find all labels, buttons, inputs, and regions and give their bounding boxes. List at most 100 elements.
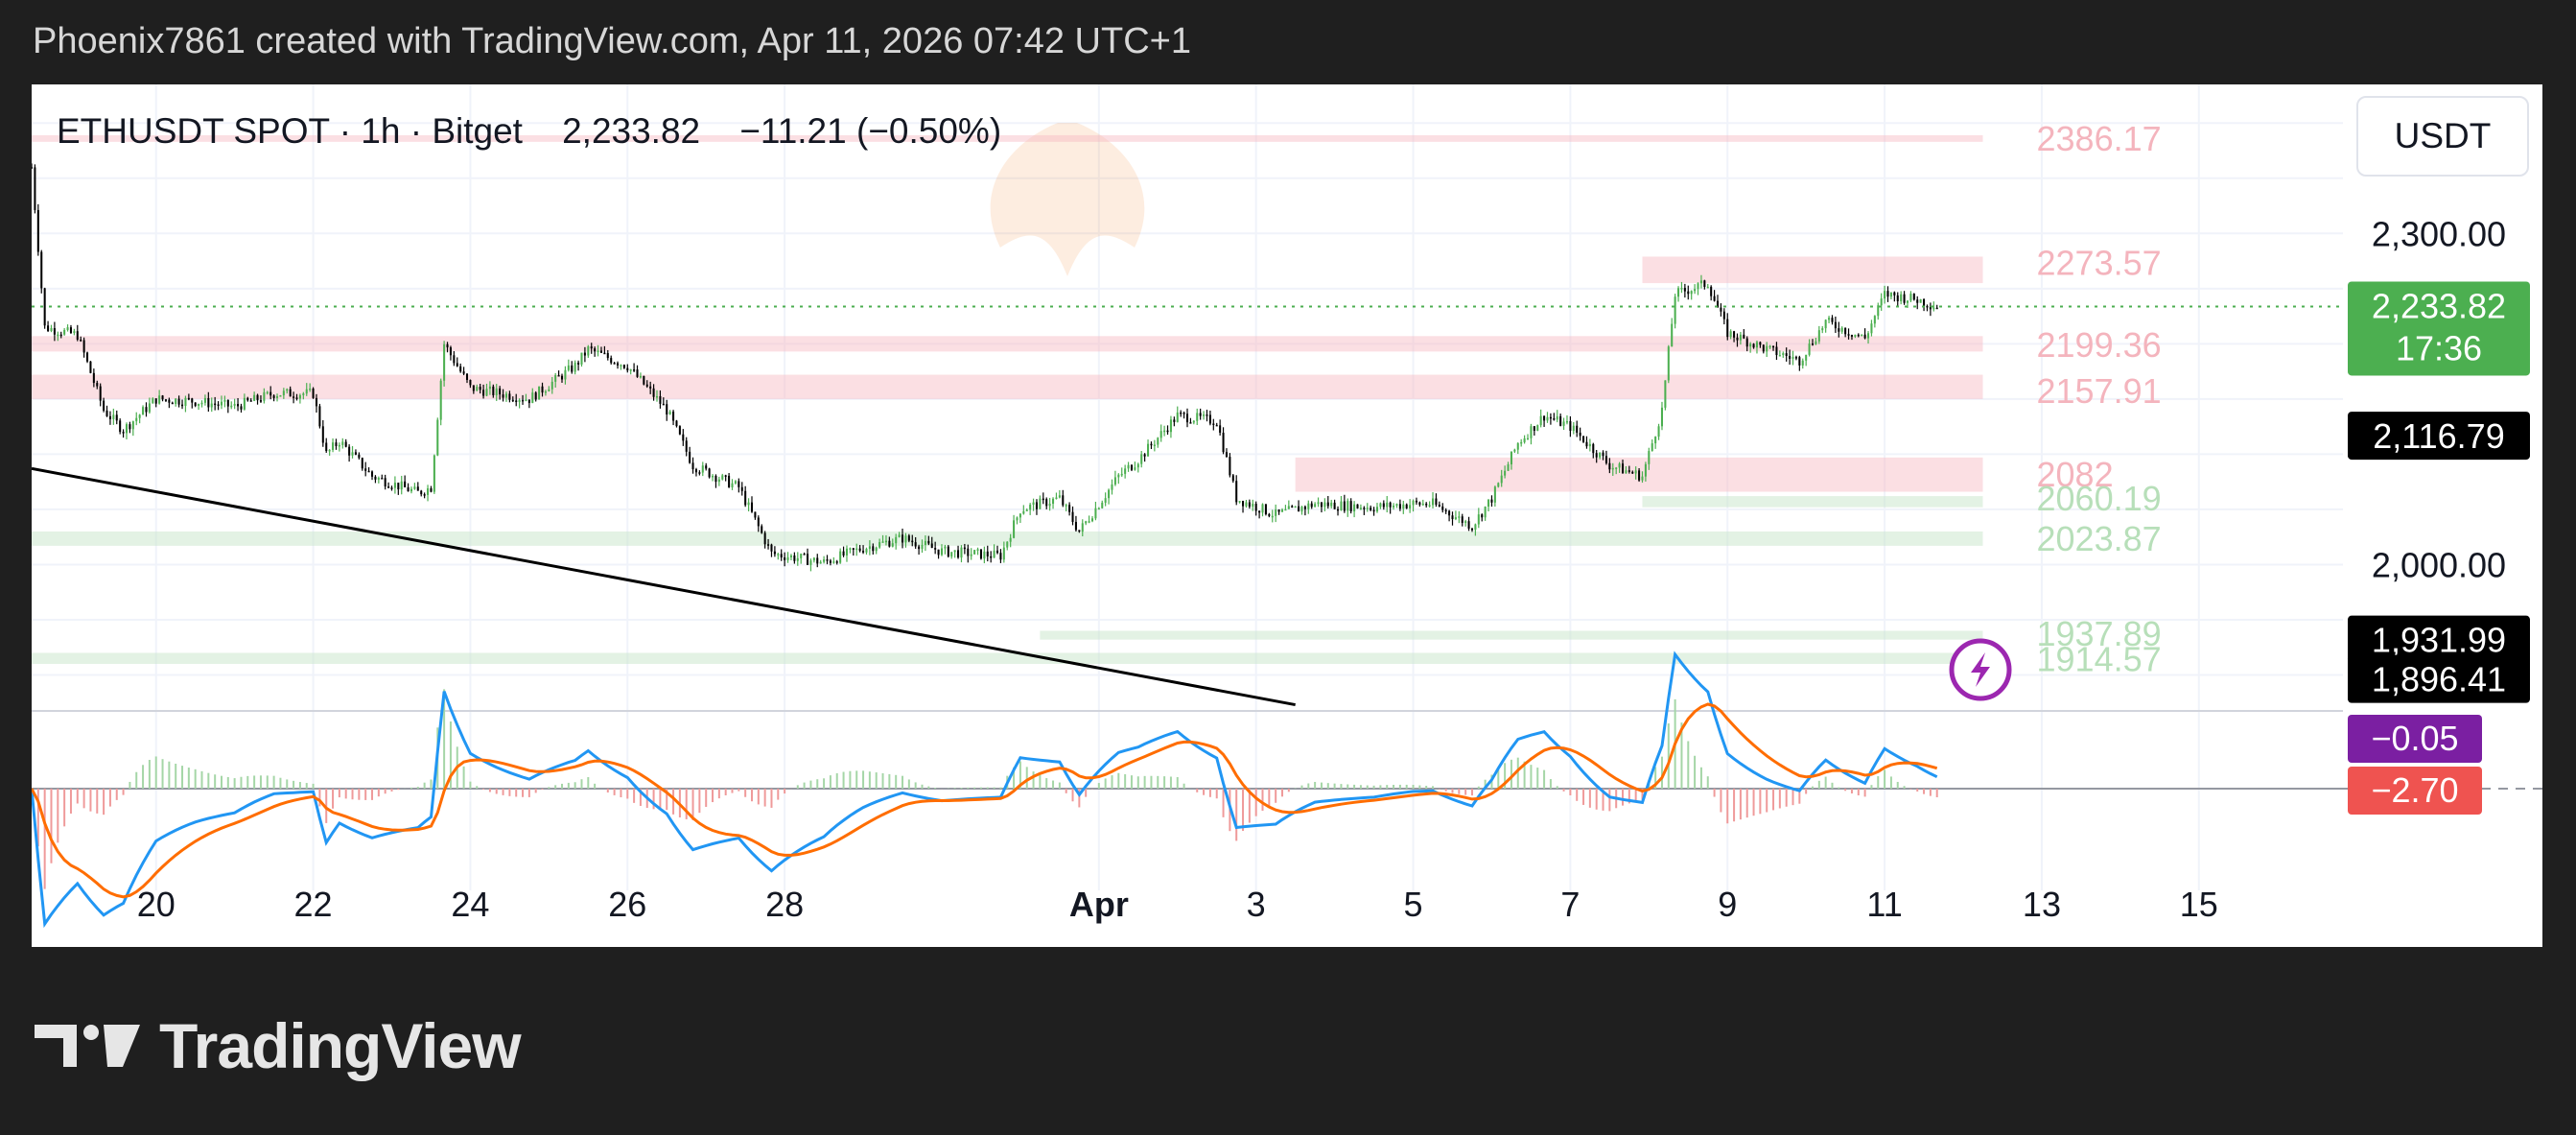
candle-body	[187, 397, 190, 400]
candle-body	[911, 540, 914, 543]
price-badge-label: 1,896.41	[2372, 660, 2506, 699]
candle-body	[1674, 296, 1676, 324]
candle-body	[1199, 413, 1202, 416]
candle-body	[1729, 331, 1732, 338]
candle-body	[168, 399, 171, 403]
candle-body	[571, 365, 574, 372]
candle-body	[47, 325, 50, 331]
candle-body	[1045, 499, 1048, 507]
candle-body	[1451, 515, 1454, 520]
candle-body	[1418, 502, 1421, 506]
candle-body	[678, 426, 681, 435]
candle-body	[1671, 323, 1674, 347]
candle-body	[1291, 506, 1294, 508]
candle-body	[416, 486, 419, 491]
candle-body	[1549, 416, 1552, 419]
candle-body	[1016, 517, 1019, 521]
candle-body	[1474, 524, 1477, 531]
candle-body	[835, 561, 838, 563]
candle-body	[1431, 498, 1435, 506]
candle-body	[443, 343, 446, 381]
candle-body	[1382, 503, 1385, 508]
candle-body	[1461, 516, 1464, 524]
candle-body	[207, 397, 210, 408]
candle-body	[1042, 498, 1044, 501]
tradingview-brand: TradingView	[159, 1010, 522, 1081]
candle-body	[495, 388, 498, 395]
candle-body	[554, 374, 557, 382]
chart-frame[interactable]: 2386.17 2273.57 2199.36 2157.91 2082 2060.19 2…	[32, 84, 2542, 947]
candle-body	[1900, 294, 1903, 301]
candle-body	[560, 375, 564, 380]
candle-body	[504, 393, 507, 398]
x-tick-label: 9	[1718, 885, 1737, 924]
candle-body	[1370, 508, 1372, 510]
candle-body	[930, 543, 933, 549]
candle-body	[129, 424, 131, 430]
candle-body	[1824, 319, 1827, 329]
candle-body	[200, 402, 203, 405]
candle-body	[1470, 528, 1474, 531]
candle-body	[1838, 328, 1840, 332]
candle-body	[891, 543, 894, 547]
candle-body	[580, 352, 583, 365]
candle-body	[1333, 502, 1336, 509]
separator	[710, 111, 730, 151]
candle-body	[384, 478, 386, 487]
candle-body	[312, 388, 315, 398]
candle-body	[717, 479, 720, 483]
candle-body	[1618, 463, 1621, 468]
symbol-exchange: Bitget	[432, 111, 523, 151]
x-tick-label: 28	[765, 885, 804, 924]
candle-body	[682, 434, 685, 441]
separator	[422, 111, 432, 151]
symbol-name[interactable]: ETHUSDT SPOT	[57, 111, 330, 151]
candle-body	[1919, 299, 1922, 303]
candle-body	[734, 481, 737, 484]
candle-body	[210, 403, 213, 408]
price-chart[interactable]: 2386.172273.572199.362157.9120822060.192…	[32, 84, 2542, 947]
candle-body	[1562, 421, 1565, 426]
candle-body	[1307, 503, 1310, 509]
macd-value-badge	[2348, 715, 2482, 763]
trendline[interactable]	[32, 466, 1296, 707]
candle-body	[1516, 443, 1519, 450]
candle-body	[1356, 504, 1359, 508]
symbol-legend[interactable]: ETHUSDT SPOT · 1h · Bitget 2,233.82 −11.…	[57, 111, 1001, 152]
candle-body	[522, 399, 525, 402]
candle-body	[1840, 327, 1843, 332]
candle-body	[1565, 420, 1569, 423]
candle-body	[1090, 518, 1094, 522]
symbol-interval[interactable]: 1h	[361, 111, 401, 151]
candle-body	[812, 557, 815, 561]
candle-body	[446, 343, 449, 348]
candle-body	[1621, 463, 1625, 474]
candle-body	[344, 441, 347, 447]
candle-body	[1811, 343, 1815, 345]
candle-body	[1081, 523, 1084, 532]
candle-body	[1923, 299, 1926, 306]
candle-body	[53, 328, 56, 335]
candle-body	[1441, 506, 1444, 510]
candle-body	[220, 401, 223, 406]
candle-body	[1192, 420, 1195, 423]
candle-body	[1048, 504, 1051, 507]
candle-body	[86, 352, 89, 362]
candle-body	[918, 546, 921, 550]
candle-body	[1582, 436, 1585, 442]
candle-body	[957, 550, 960, 558]
candle-body	[1625, 470, 1628, 474]
y-tick-label: 2,000.00	[2372, 545, 2506, 584]
candle-body	[89, 361, 92, 373]
y-tick-label: 2,300.00	[2372, 214, 2506, 253]
candle-body	[1854, 334, 1857, 337]
candle-body	[1317, 502, 1320, 505]
candle-body	[1349, 501, 1352, 512]
signal-value-label: −2.70	[2371, 770, 2458, 810]
currency-selector[interactable]: USDT	[2356, 96, 2529, 177]
candle-body	[594, 348, 597, 352]
candle-body	[246, 397, 249, 401]
candle-body	[256, 394, 259, 401]
candle-body	[217, 404, 220, 407]
candle-body	[161, 395, 164, 400]
